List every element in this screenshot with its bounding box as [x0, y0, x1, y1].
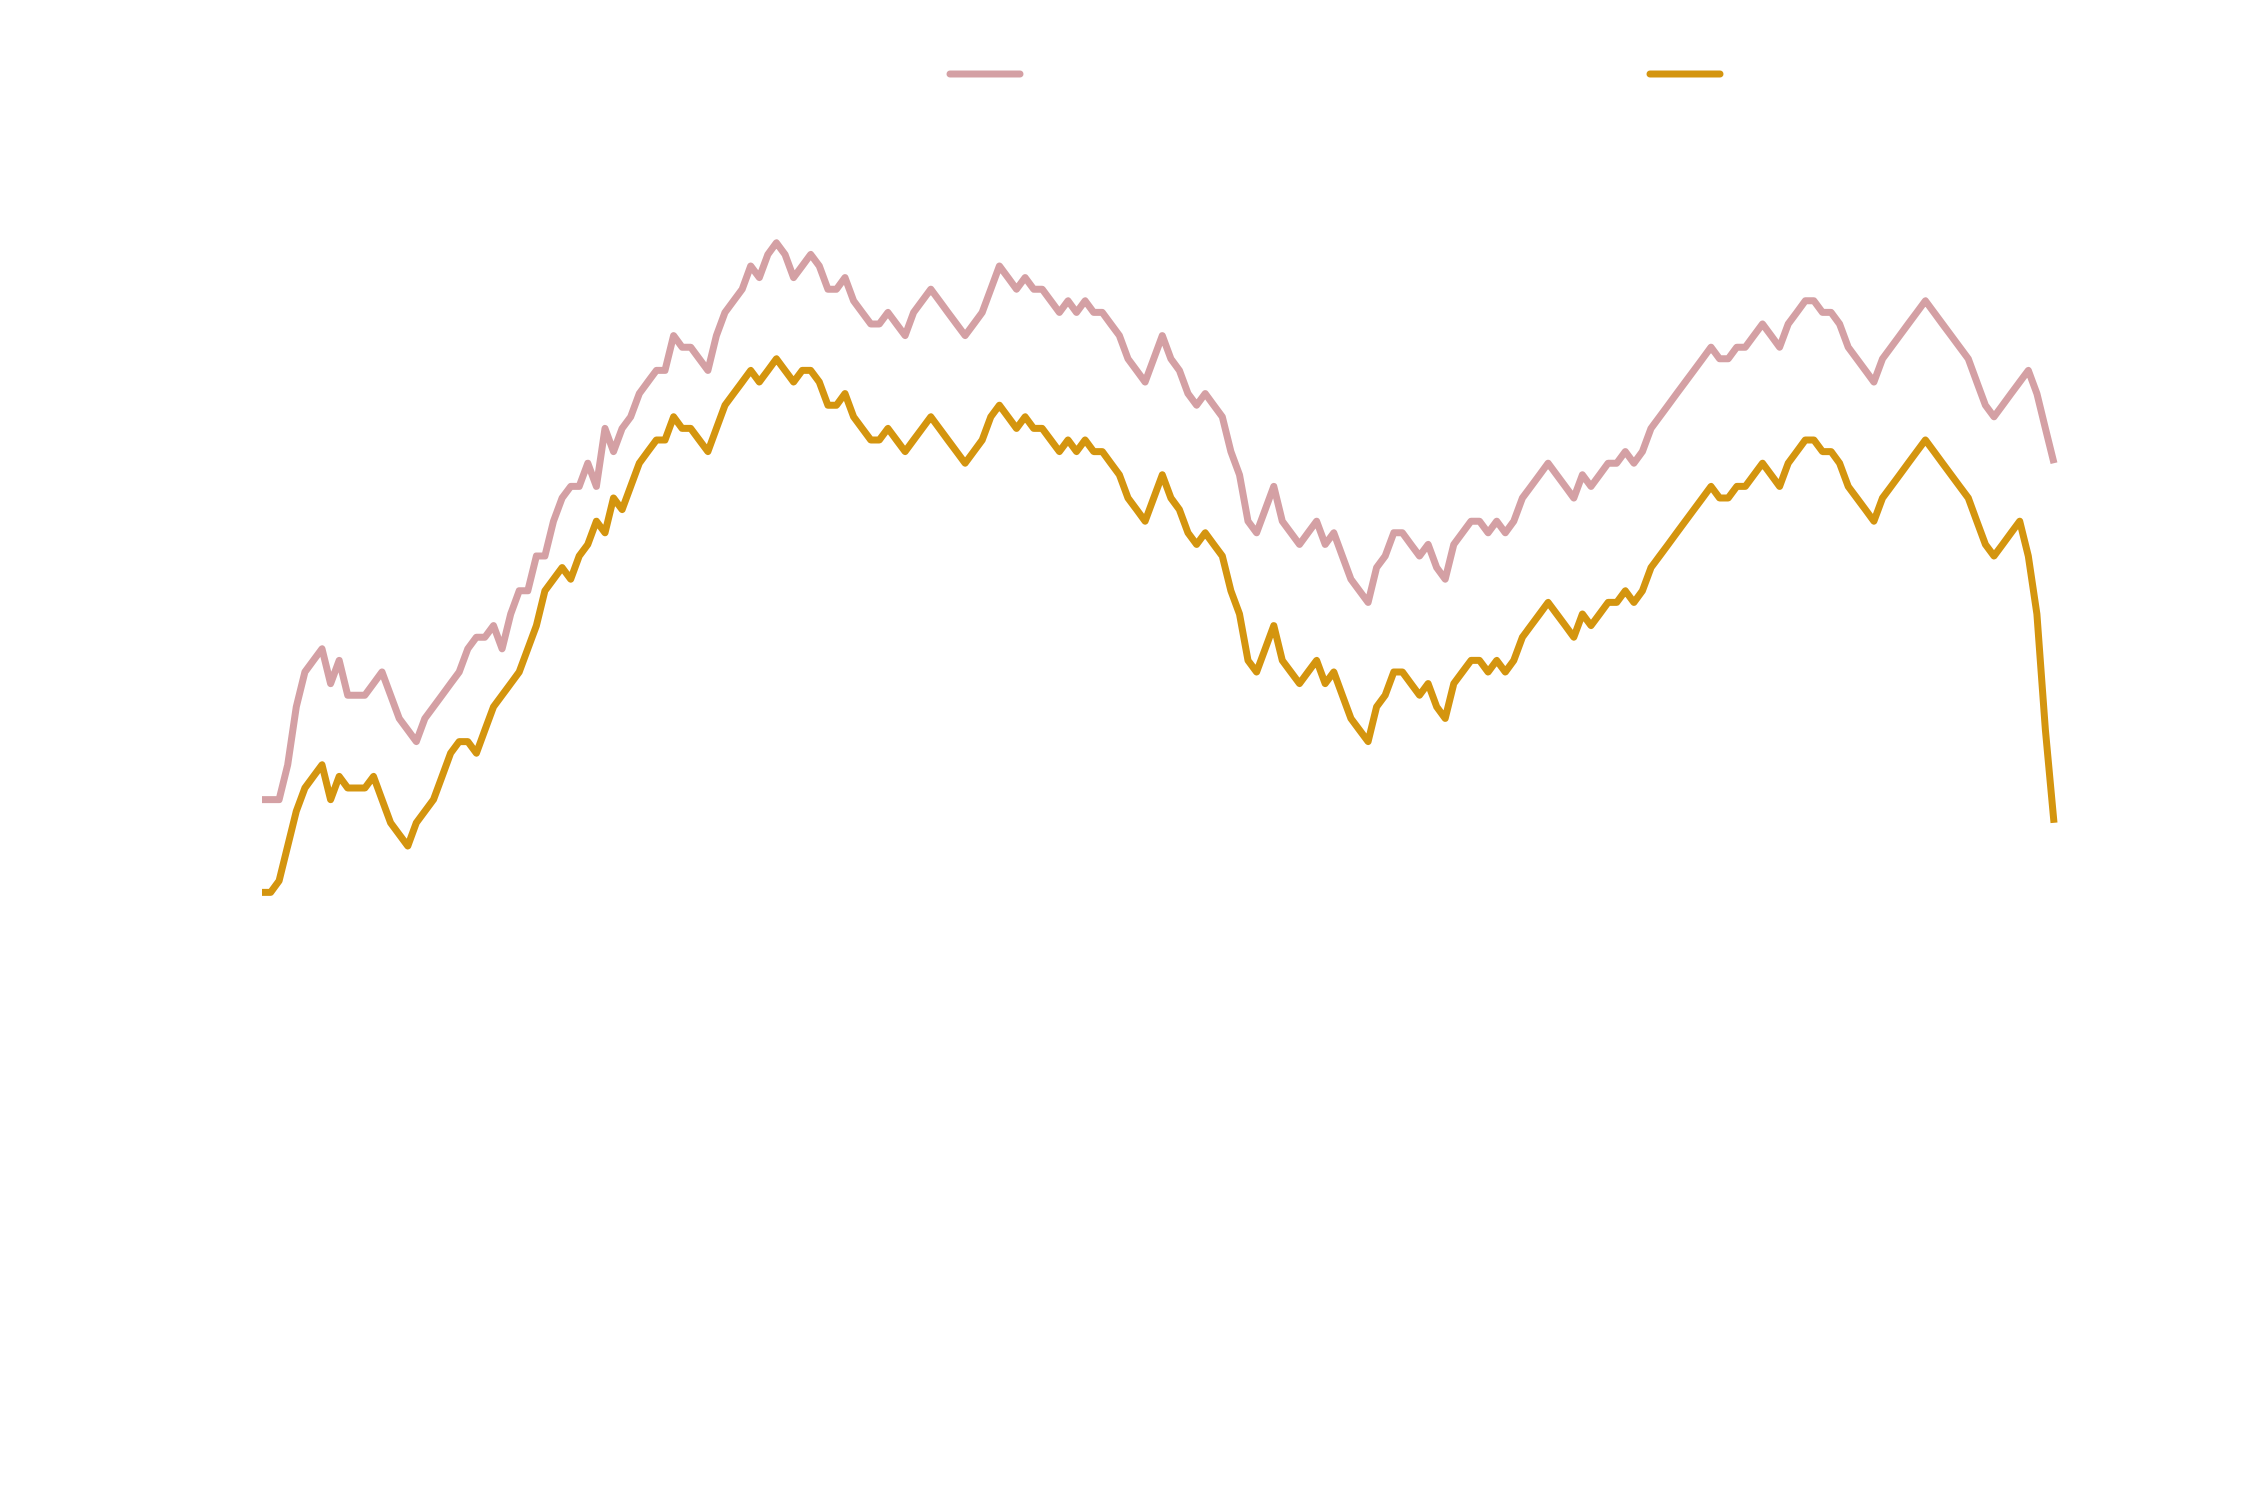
series-layer: [262, 239, 2058, 896]
series-2-line: [262, 355, 2058, 896]
series-1-line: [262, 239, 2058, 804]
